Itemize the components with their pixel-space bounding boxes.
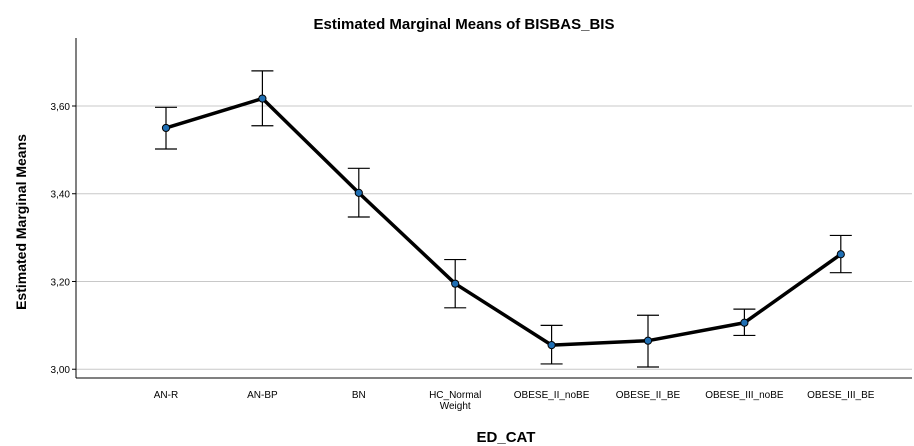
data-points xyxy=(162,95,844,349)
grid xyxy=(72,106,912,369)
x-tick-label: AN-R xyxy=(154,390,178,401)
y-tick-label: 3,00 xyxy=(51,365,71,376)
data-point xyxy=(452,280,459,287)
data-point xyxy=(548,341,555,348)
x-tick-label: AN-BP xyxy=(247,390,278,401)
data-point xyxy=(644,337,651,344)
y-tick-label: 3,20 xyxy=(51,277,71,288)
chart-title: Estimated Marginal Means of BISBAS_BIS xyxy=(314,16,615,33)
y-tick-label: 3,40 xyxy=(51,190,71,201)
x-tick-label: OBESE_II_BE xyxy=(616,390,681,401)
data-point xyxy=(741,319,748,326)
x-axis-label: ED_CAT xyxy=(477,429,536,446)
y-tick-labels: 3,00 3,20 3,40 3,60 xyxy=(51,102,71,376)
data-point xyxy=(162,124,169,131)
data-point xyxy=(355,189,362,196)
data-point xyxy=(837,251,844,258)
y-axis-label: Estimated Marginal Means xyxy=(13,134,29,310)
x-tick-label: OBESE_III_noBE xyxy=(705,390,784,401)
data-point xyxy=(259,95,266,102)
x-tick-labels: AN-R AN-BP BN HC_Normal Weight OBESE_II_noBE O… xyxy=(154,390,875,412)
x-tick-label: OBESE_III_BE xyxy=(807,390,875,401)
x-tick-label: HC_Normal Weight xyxy=(429,390,481,412)
x-tick-label: OBESE_II_noBE xyxy=(514,390,590,401)
x-tick-label: BN xyxy=(352,390,366,401)
y-tick-label: 3,60 xyxy=(51,102,71,113)
series-line xyxy=(166,99,841,346)
